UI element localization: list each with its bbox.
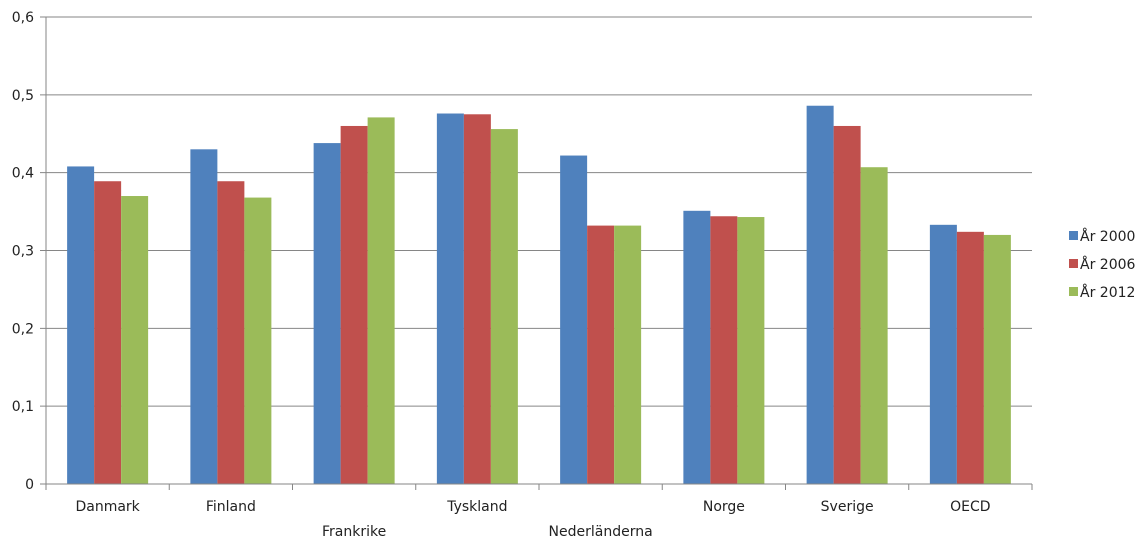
bar-3-1 [121,196,149,484]
legend-swatch [1069,231,1078,240]
bar-2-5 [587,225,615,485]
legend-swatch [1069,287,1078,296]
bar-3-8 [983,234,1011,484]
legend-label: År 2006 [1080,256,1136,273]
bars [67,105,1011,485]
bar-3-3 [367,117,395,484]
bar-1-1 [67,166,95,484]
bar-3-4 [490,129,518,484]
x-category-label: OECD [950,499,990,515]
y-tick-label: 0 [25,477,34,493]
x-category-label: Tyskland [446,499,507,515]
bar-2-8 [956,231,984,484]
bar-2-7 [833,125,861,484]
x-category-label: Sverige [821,499,874,515]
legend-swatch [1069,259,1078,268]
y-tick-label: 0,3 [12,244,34,260]
bar-2-6 [710,216,738,484]
y-tick-label: 0,2 [12,321,34,337]
y-tick-label: 0,4 [12,166,34,182]
bar-1-7 [806,105,834,484]
x-category-label: Norge [703,499,745,515]
x-axis: Danmark Finland Frankrike Tyskland Nederländ… [45,483,1033,539]
bar-3-5 [614,225,642,485]
bar-1-2 [190,149,218,485]
y-axis-ticks: 0 0,1 0,2 0,3 0,4 0,5 0,6 [12,10,47,493]
bar-1-4 [436,113,464,484]
bar-3-2 [244,197,272,484]
bar-3-7 [860,167,888,485]
bar-2-2 [217,181,245,484]
legend: År 2000 År 2006 År 2012 [1069,228,1136,301]
x-category-label: Finland [206,499,256,515]
legend-label: År 2012 [1080,284,1135,301]
x-category-label: Danmark [75,499,140,515]
bar-2-1 [94,181,122,484]
legend-label: År 2000 [1080,228,1135,245]
bar-1-3 [313,143,341,484]
bar-2-3 [340,125,368,484]
bar-1-5 [560,155,588,484]
bar-3-6 [737,217,765,484]
bar-1-6 [683,210,711,484]
y-tick-label: 0,6 [12,10,34,26]
y-tick-label: 0,1 [12,399,34,415]
x-category-label: Nederländerna [549,524,653,539]
bar-2-4 [463,114,491,485]
x-category-label: Frankrike [322,524,386,539]
bar-1-8 [929,224,957,484]
y-tick-label: 0,5 [12,88,34,104]
